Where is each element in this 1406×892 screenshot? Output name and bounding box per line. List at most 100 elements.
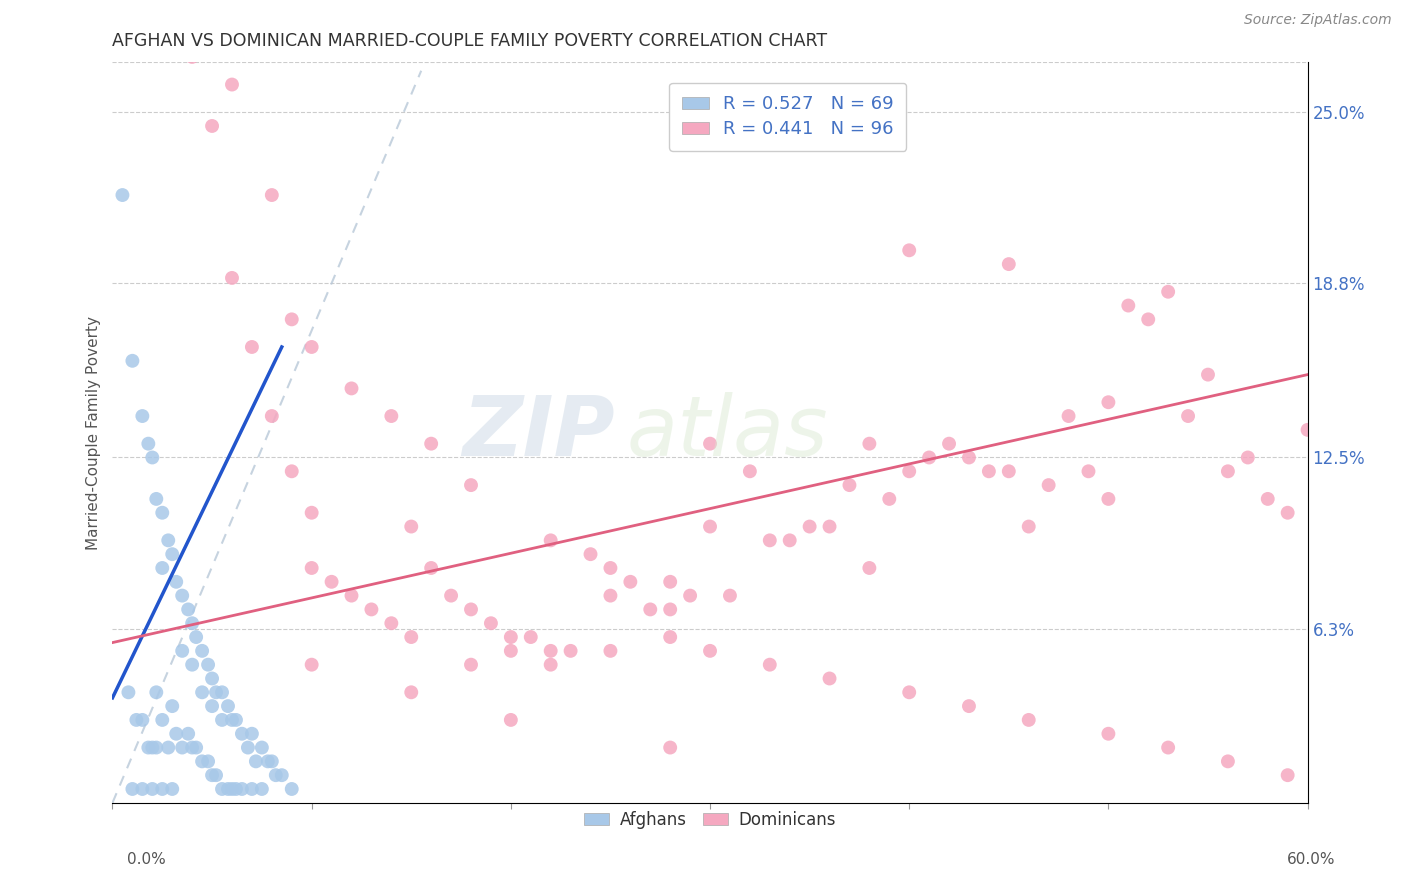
Point <box>121 782 143 797</box>
Point <box>191 755 214 769</box>
Point <box>150 782 173 797</box>
Point <box>221 78 243 92</box>
Point <box>181 50 204 64</box>
Point <box>998 257 1021 271</box>
Point <box>165 727 187 741</box>
Point <box>270 768 292 782</box>
Point <box>340 589 363 603</box>
Point <box>679 589 702 603</box>
Point <box>1237 450 1260 465</box>
Point <box>131 713 153 727</box>
Point <box>1157 285 1180 299</box>
Point <box>205 768 228 782</box>
Point <box>879 491 901 506</box>
Point <box>718 589 741 603</box>
Point <box>225 782 247 797</box>
Point <box>191 644 214 658</box>
Text: Source: ZipAtlas.com: Source: ZipAtlas.com <box>1244 13 1392 28</box>
Point <box>231 782 253 797</box>
Point <box>957 699 980 714</box>
Point <box>165 574 187 589</box>
Point <box>759 533 782 548</box>
Point <box>898 685 921 699</box>
Point <box>1057 409 1080 423</box>
Text: AFGHAN VS DOMINICAN MARRIED-COUPLE FAMILY POVERTY CORRELATION CHART: AFGHAN VS DOMINICAN MARRIED-COUPLE FAMIL… <box>112 32 828 50</box>
Point <box>1296 423 1319 437</box>
Point <box>172 589 194 603</box>
Point <box>211 685 233 699</box>
Point <box>560 644 582 658</box>
Point <box>1038 478 1060 492</box>
Point <box>162 547 183 561</box>
Point <box>141 782 163 797</box>
Point <box>340 381 363 395</box>
Point <box>186 630 208 644</box>
Point <box>138 436 160 450</box>
Point <box>540 644 562 658</box>
Point <box>499 713 522 727</box>
Point <box>245 755 267 769</box>
Point <box>150 713 173 727</box>
Point <box>1118 299 1140 313</box>
Point <box>540 657 562 672</box>
Point <box>121 353 143 368</box>
Point <box>150 561 173 575</box>
Point <box>211 782 233 797</box>
Y-axis label: Married-Couple Family Poverty: Married-Couple Family Poverty <box>86 316 101 549</box>
Point <box>201 119 224 133</box>
Point <box>1097 491 1119 506</box>
Point <box>818 519 841 533</box>
Point <box>211 713 233 727</box>
Point <box>640 602 662 616</box>
Point <box>181 740 204 755</box>
Point <box>799 519 821 533</box>
Point <box>145 685 167 699</box>
Point <box>1216 755 1239 769</box>
Point <box>125 713 148 727</box>
Point <box>699 644 721 658</box>
Point <box>659 630 682 644</box>
Point <box>301 657 323 672</box>
Point <box>898 464 921 478</box>
Point <box>898 244 921 258</box>
Point <box>221 713 243 727</box>
Point <box>145 491 167 506</box>
Point <box>818 672 841 686</box>
Point <box>172 740 194 755</box>
Point <box>1137 312 1160 326</box>
Point <box>360 602 382 616</box>
Point <box>998 464 1021 478</box>
Point <box>281 782 304 797</box>
Point <box>260 755 283 769</box>
Point <box>1097 727 1119 741</box>
Point <box>162 782 183 797</box>
Point <box>231 727 253 741</box>
Point <box>579 547 602 561</box>
Point <box>1157 740 1180 755</box>
Point <box>1018 519 1040 533</box>
Point <box>131 409 153 423</box>
Point <box>240 340 263 354</box>
Point <box>201 672 224 686</box>
Text: ZIP: ZIP <box>461 392 614 473</box>
Point <box>499 644 522 658</box>
Point <box>172 644 194 658</box>
Point <box>1257 491 1279 506</box>
Point <box>619 574 641 589</box>
Point <box>321 574 343 589</box>
Point <box>1277 506 1299 520</box>
Point <box>460 478 482 492</box>
Point <box>240 727 263 741</box>
Point <box>540 533 562 548</box>
Point <box>977 464 1000 478</box>
Point <box>420 436 443 450</box>
Point <box>150 506 173 520</box>
Point <box>186 740 208 755</box>
Point <box>401 630 423 644</box>
Point <box>938 436 960 450</box>
Point <box>240 782 263 797</box>
Point <box>260 188 283 202</box>
Point <box>479 616 502 631</box>
Point <box>738 464 761 478</box>
Point <box>957 450 980 465</box>
